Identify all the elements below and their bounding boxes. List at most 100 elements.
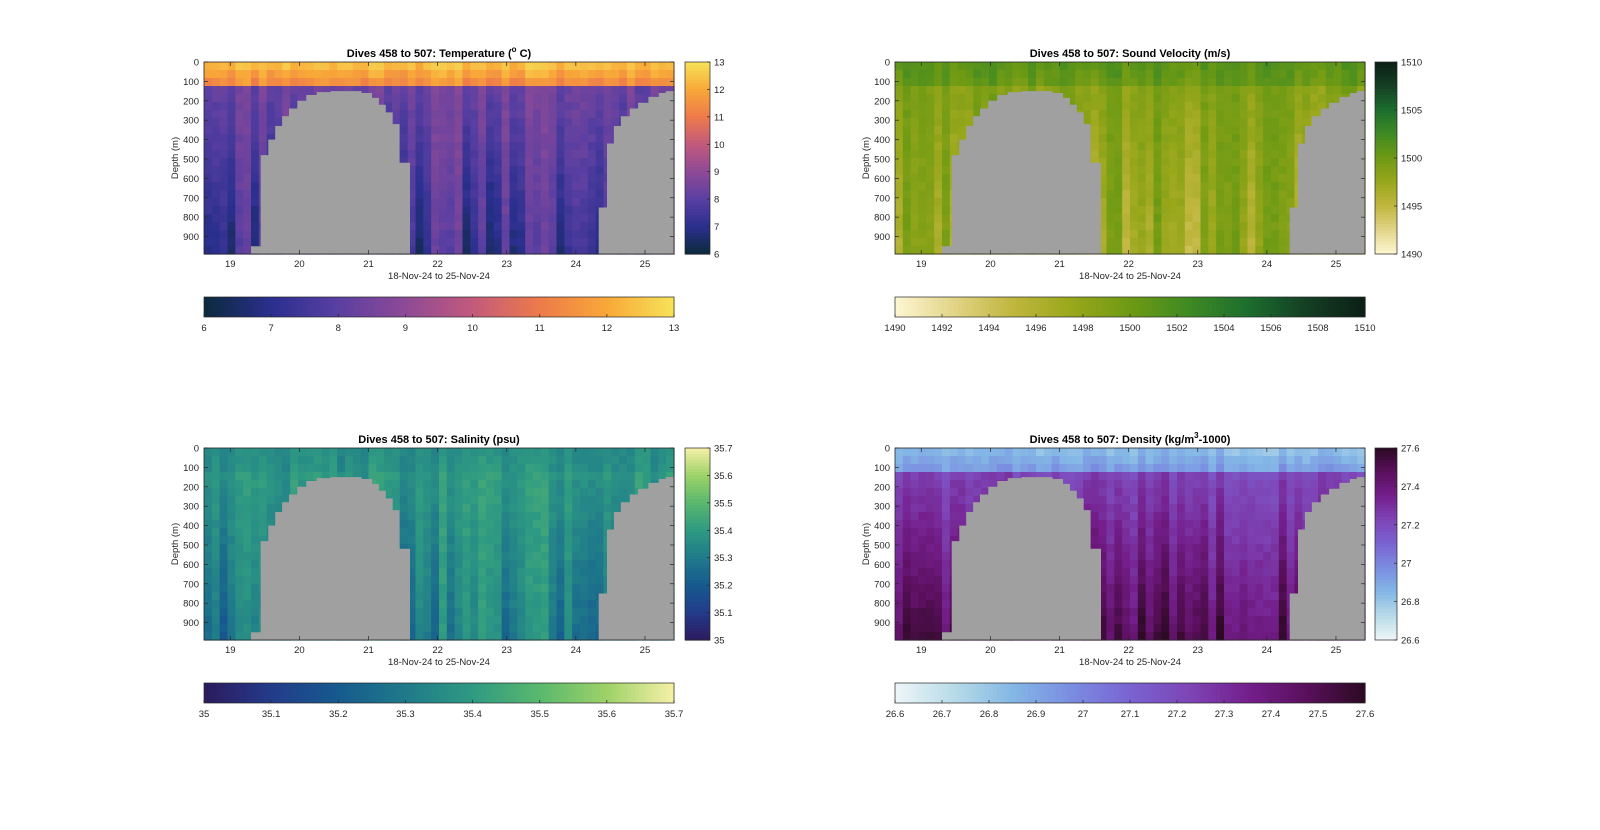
x-tick-label: 25 xyxy=(1331,645,1342,656)
x-tick-label: 23 xyxy=(501,259,512,270)
colorbar-tick-label: 35.7 xyxy=(665,709,684,720)
colorbar-tick-label: 1502 xyxy=(1166,323,1187,334)
colorbar-tick-label: 26.6 xyxy=(1401,636,1420,647)
x-tick-label: 22 xyxy=(1123,259,1134,270)
axes-box xyxy=(894,447,1366,641)
colorbar-tick-label: 6 xyxy=(714,250,719,261)
panel-2: 0 100 200 300 400 500 600 700 800 900 19 20 21 22 23 24… xyxy=(861,48,1422,334)
bottom-colorbar: 26.6 26.7 26.8 26.9 27 27.1 27.2 27.3 27.4 27.5 27… xyxy=(886,682,1375,720)
chart-title: Dives 458 to 507: Density (kg/m3-1000) xyxy=(1030,431,1231,446)
x-tick-label: 21 xyxy=(363,645,374,656)
colorbar-tick-label: 26.8 xyxy=(980,709,999,720)
colorbar-tick-label: 27.4 xyxy=(1262,709,1281,720)
bottom-colorbar: 6 7 8 9 10 11 12 13 xyxy=(201,296,679,334)
colorbar-tick-label: 1510 xyxy=(1354,323,1375,334)
x-tick-label: 25 xyxy=(1331,259,1342,270)
y-tick-label: 100 xyxy=(874,463,890,474)
colorbar-tick-label: 1494 xyxy=(978,323,999,334)
y-tick-label: 900 xyxy=(874,618,890,629)
x-tick-label: 22 xyxy=(432,259,443,270)
colorbar-tick-label: 1500 xyxy=(1119,323,1140,334)
colorbar-tick-label: 8 xyxy=(336,323,341,334)
axes-box xyxy=(203,447,675,641)
side-colorbar: 35 35.1 35.2 35.3 35.4 35.5 35.6 35.7 xyxy=(684,444,733,647)
seafloor-mask xyxy=(204,91,674,254)
colorbar-tick-label: 7 xyxy=(714,222,719,233)
x-tick-label: 24 xyxy=(571,259,582,270)
y-axis-label: Depth (m) xyxy=(861,137,872,179)
colorbar-tick-label: 26.8 xyxy=(1401,597,1420,608)
x-tick-label: 20 xyxy=(294,645,305,656)
y-tick-label: 500 xyxy=(183,154,199,165)
colorbar-tick-label: 11 xyxy=(535,323,545,334)
colorbar-tick-label: 35.5 xyxy=(714,498,733,509)
y-axis-label: Depth (m) xyxy=(170,137,181,179)
y-tick-label: 800 xyxy=(183,213,199,224)
seafloor-mask xyxy=(895,91,1365,254)
y-tick-label: 400 xyxy=(874,135,890,146)
y-tick-label: 200 xyxy=(874,482,890,493)
y-tick-label: 300 xyxy=(874,116,890,127)
colorbar-tick-label: 6 xyxy=(201,323,206,334)
y-axis-label: Depth (m) xyxy=(170,523,181,565)
x-tick-label: 23 xyxy=(1192,259,1203,270)
y-tick-label: 0 xyxy=(194,58,199,69)
colorbar-tick-label: 11 xyxy=(714,112,724,123)
chart-title: Dives 458 to 507: Sound Velocity (m/s) xyxy=(1030,48,1231,60)
y-tick-label: 600 xyxy=(183,174,199,185)
colorbar-tick-label: 1504 xyxy=(1213,323,1234,334)
colorbar-tick-label: 35.3 xyxy=(714,553,733,564)
y-tick-label: 500 xyxy=(183,540,199,551)
colorbar-tick-label: 27.5 xyxy=(1309,709,1328,720)
colorbar-tick-label: 35 xyxy=(199,709,210,720)
x-axis-label: 18-Nov-24 to 25-Nov-24 xyxy=(1079,657,1181,668)
colorbar-tick-label: 27 xyxy=(1078,709,1089,720)
colorbar-tick-label: 27.1 xyxy=(1121,709,1140,720)
y-tick-label: 100 xyxy=(874,77,890,88)
chart-title: Dives 458 to 507: Temperature (o C) xyxy=(347,45,532,60)
seafloor-mask xyxy=(895,477,1365,640)
y-tick-label: 700 xyxy=(183,193,199,204)
x-tick-label: 20 xyxy=(294,259,305,270)
colorbar-tick-label: 1490 xyxy=(1401,250,1422,261)
side-colorbar: 26.6 26.8 27 27.2 27.4 27.6 xyxy=(1374,444,1420,647)
x-tick-label: 21 xyxy=(363,259,374,270)
y-tick-label: 900 xyxy=(183,618,199,629)
colorbar-tick-label: 12 xyxy=(714,85,725,96)
colorbar-tick-label: 35.1 xyxy=(262,709,281,720)
seafloor-mask xyxy=(204,477,674,640)
y-axis-label: Depth (m) xyxy=(861,523,872,565)
colorbar-tick-label: 9 xyxy=(403,323,408,334)
colorbar-tick-label: 1492 xyxy=(931,323,952,334)
colorbar-tick-label: 1495 xyxy=(1401,202,1422,213)
colorbar-tick-label: 1496 xyxy=(1025,323,1046,334)
colorbar-tick-label: 9 xyxy=(714,167,719,178)
y-tick-label: 300 xyxy=(183,502,199,513)
y-tick-label: 100 xyxy=(183,463,199,474)
colorbar-tick-label: 35.4 xyxy=(714,526,733,537)
y-tick-label: 500 xyxy=(874,540,890,551)
colorbar-tick-label: 1508 xyxy=(1307,323,1328,334)
colorbar-tick-label: 26.6 xyxy=(886,709,905,720)
x-axis-label: 18-Nov-24 to 25-Nov-24 xyxy=(388,271,490,282)
y-tick-label: 800 xyxy=(874,213,890,224)
y-tick-label: 500 xyxy=(874,154,890,165)
panel-4: 0 100 200 300 400 500 600 700 800 900 19 20 21 22 23 24… xyxy=(861,431,1420,720)
x-tick-label: 21 xyxy=(1054,645,1065,656)
colorbar-tick-label: 1510 xyxy=(1401,58,1422,69)
colorbar-tick-label: 27.6 xyxy=(1356,709,1375,720)
colorbar-tick-label: 35.4 xyxy=(463,709,482,720)
colorbar-tick-label: 35.6 xyxy=(714,471,733,482)
x-tick-label: 25 xyxy=(640,645,651,656)
axes-box xyxy=(203,61,675,255)
y-tick-label: 800 xyxy=(183,599,199,610)
colorbar-tick-label: 27.2 xyxy=(1168,709,1187,720)
y-tick-label: 200 xyxy=(874,96,890,107)
colorbar-tick-label: 8 xyxy=(714,195,719,206)
x-tick-label: 22 xyxy=(432,645,443,656)
colorbar-tick-label: 1498 xyxy=(1072,323,1093,334)
colorbar-tick-label: 1505 xyxy=(1401,106,1422,117)
y-tick-label: 700 xyxy=(874,193,890,204)
colorbar-tick-label: 26.7 xyxy=(933,709,952,720)
